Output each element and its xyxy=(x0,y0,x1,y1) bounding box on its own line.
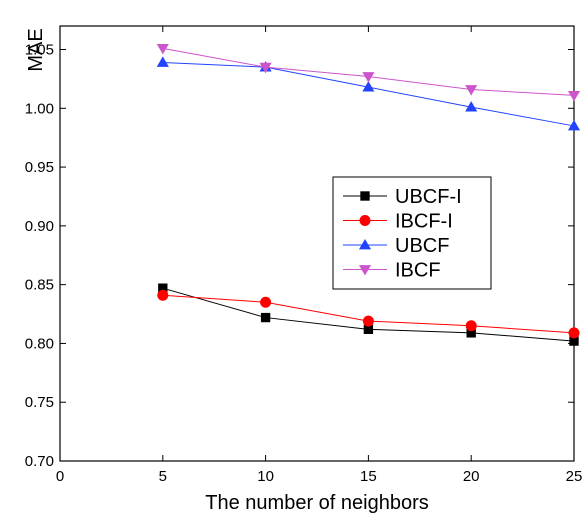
x-tick-label: 10 xyxy=(257,468,274,485)
data-point xyxy=(465,101,478,112)
y-tick-label: 1.05 xyxy=(25,42,54,59)
series-line xyxy=(162,61,575,127)
legend-label: IBCF xyxy=(395,260,441,282)
legend-label: UBCF-I xyxy=(395,186,462,208)
data-point xyxy=(156,56,169,67)
data-point xyxy=(567,119,581,131)
series-layer xyxy=(156,43,581,346)
legend-marker xyxy=(358,265,372,276)
legend-item: UBCF xyxy=(343,235,449,257)
data-point xyxy=(465,85,478,96)
plot-frame xyxy=(59,25,575,462)
data-point xyxy=(260,312,271,323)
y-tick-label: 1.00 xyxy=(25,100,54,117)
y-tick-label: 0.70 xyxy=(25,453,54,470)
series-ubcf-i xyxy=(158,283,579,346)
legend-marker xyxy=(358,238,372,250)
data-point xyxy=(157,289,169,301)
data-point xyxy=(156,43,169,55)
data-point xyxy=(568,327,580,339)
data-point xyxy=(260,296,272,308)
x-tick-label: 15 xyxy=(360,468,377,485)
y-axis-title: MAE xyxy=(25,28,47,71)
x-tick-label: 20 xyxy=(463,468,480,485)
series-ubcf xyxy=(156,56,581,131)
y-tick-label: 0.95 xyxy=(25,159,54,176)
data-point xyxy=(465,320,477,332)
data-point xyxy=(158,283,168,293)
data-point xyxy=(567,90,581,102)
x-axis-title: The number of neighbors xyxy=(205,492,428,514)
legend-marker xyxy=(359,215,371,226)
data-point xyxy=(259,62,272,74)
data-point xyxy=(362,72,375,83)
data-point xyxy=(569,336,579,346)
y-tick-label: 0.75 xyxy=(25,394,54,411)
legend-marker xyxy=(360,191,370,201)
y-tick-label: 0.90 xyxy=(25,218,54,235)
x-axis-ticks: 0 5 10 15 20 25 xyxy=(56,26,583,485)
data-point xyxy=(363,324,374,334)
y-tick-label: 0.85 xyxy=(25,277,54,294)
series-ibcf-i xyxy=(157,289,580,339)
y-tick-label: 0.80 xyxy=(25,335,54,352)
legend-label: UBCF xyxy=(395,235,449,257)
series-ibcf xyxy=(156,43,581,102)
legend-item: IBCF-I xyxy=(343,211,453,233)
legend-label: IBCF-I xyxy=(395,211,453,233)
legend-item: IBCF xyxy=(343,260,441,282)
data-point xyxy=(466,328,476,338)
plot-border xyxy=(59,25,575,462)
data-point xyxy=(362,81,375,92)
x-tick-label: 25 xyxy=(566,468,583,485)
x-tick-label: 5 xyxy=(159,468,167,485)
legend-item: UBCF-I xyxy=(343,186,462,208)
data-point xyxy=(362,315,374,327)
y-axis-ticks: 0.70 0.75 0.80 0.85 0.90 0.95 1.00 1.05 xyxy=(25,42,574,470)
x-tick-label: 0 xyxy=(56,468,64,485)
